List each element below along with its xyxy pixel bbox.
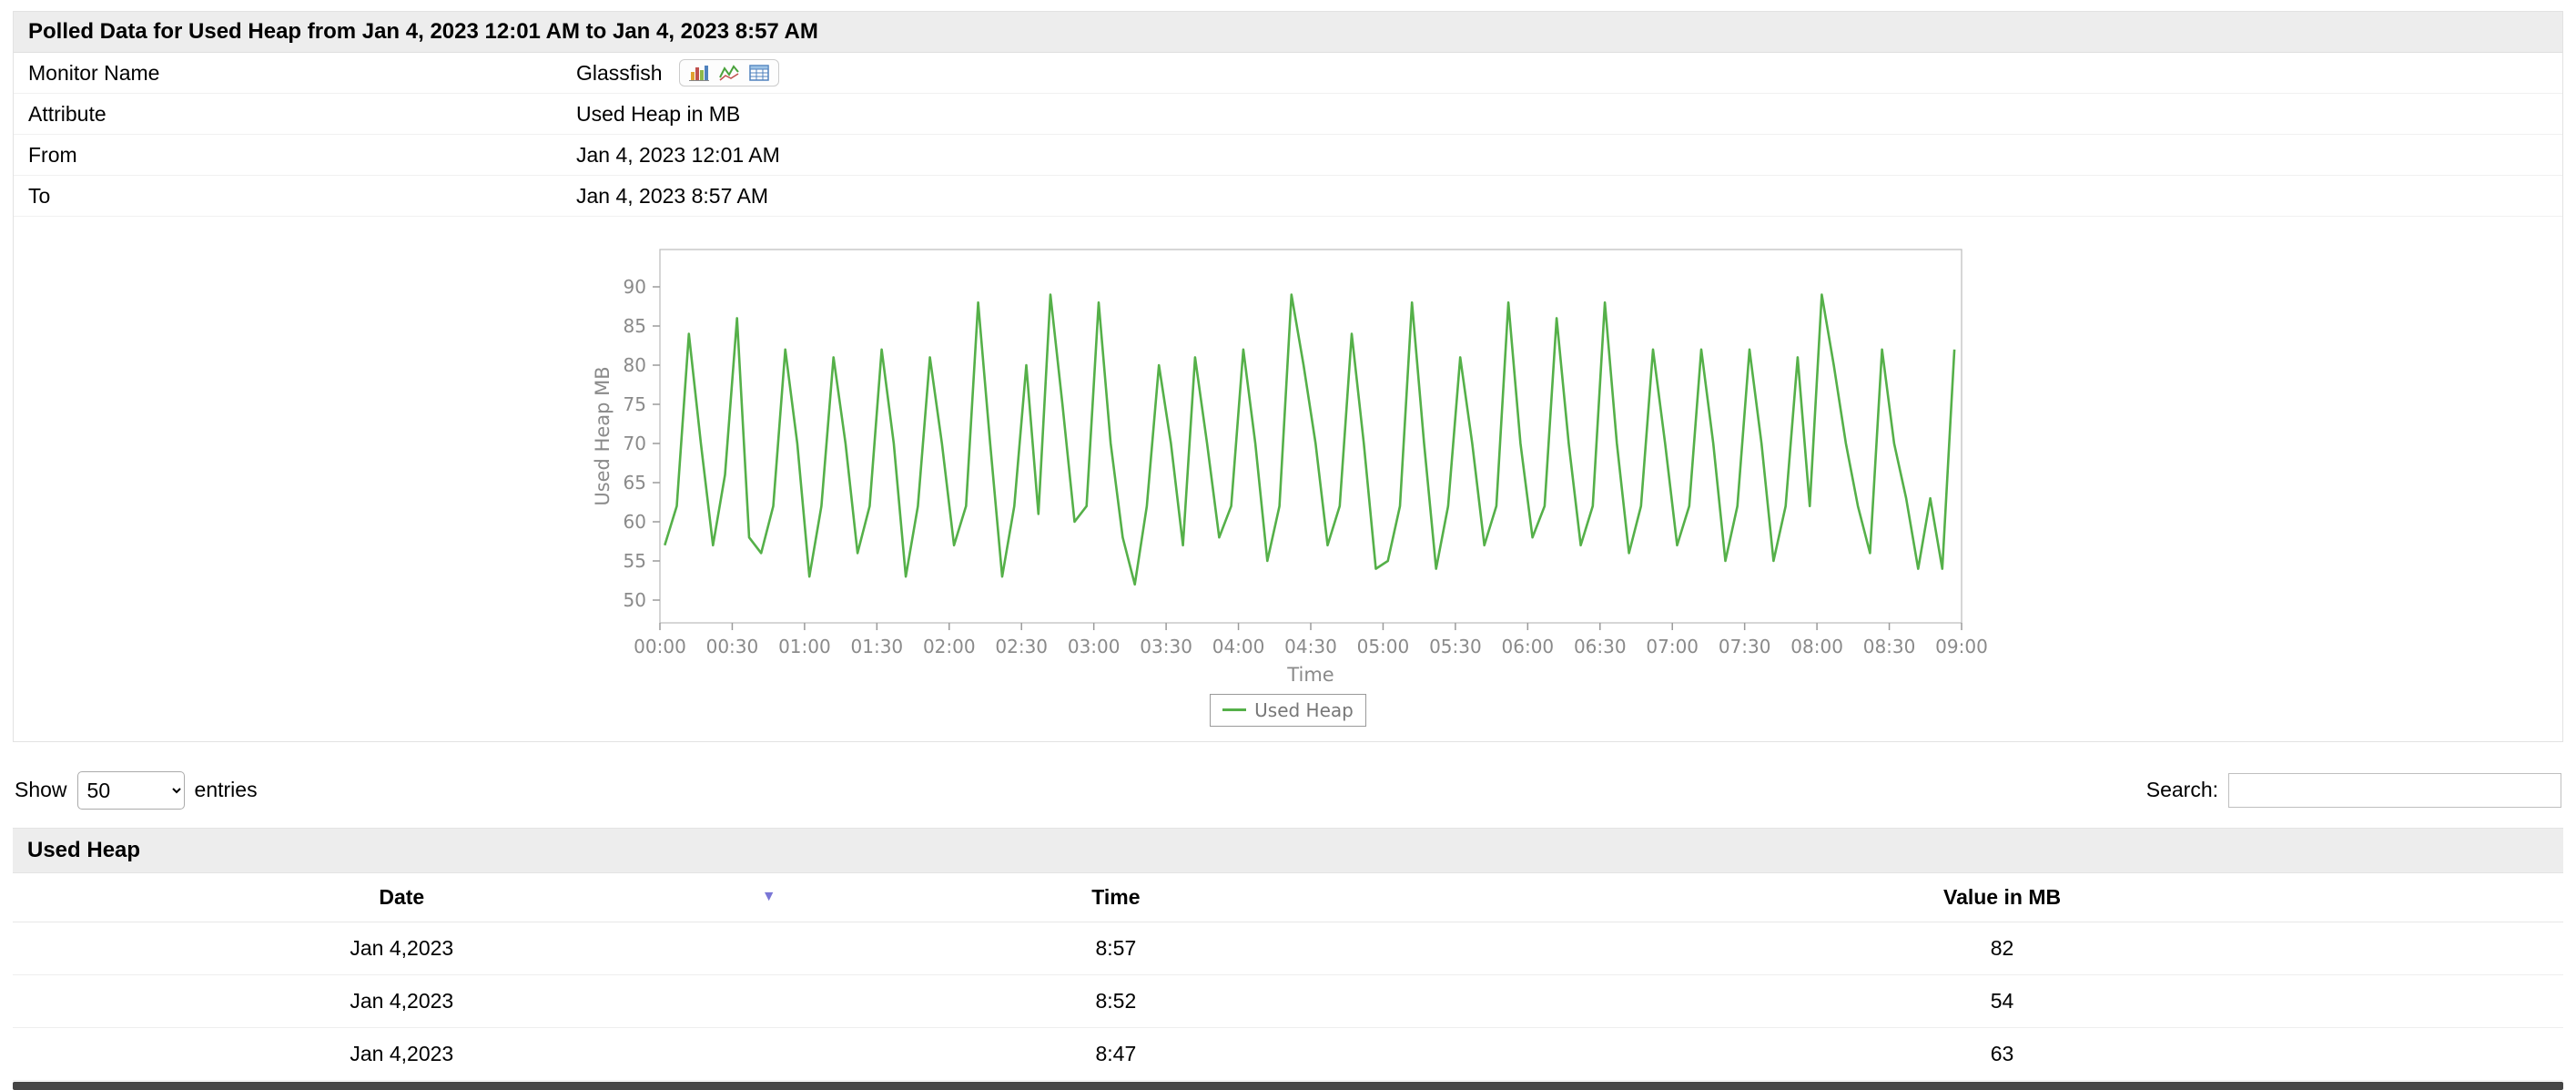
- entries-label: entries: [194, 778, 258, 801]
- column-header-date[interactable]: Date ▼: [13, 872, 791, 922]
- svg-text:Used Heap MB: Used Heap MB: [592, 366, 614, 505]
- svg-text:01:00: 01:00: [778, 636, 831, 657]
- column-header-label: Date: [379, 884, 425, 909]
- svg-text:Time: Time: [1286, 664, 1334, 686]
- svg-text:01:30: 01:30: [851, 636, 904, 657]
- svg-text:03:30: 03:30: [1140, 636, 1192, 657]
- table-cell: Jan 4,2023: [13, 1027, 791, 1081]
- table-row: Jan 4,2023 8:47 63: [13, 1027, 2563, 1081]
- svg-text:09:00: 09:00: [1935, 636, 1988, 657]
- table-cell: 54: [1441, 974, 2563, 1028]
- info-row-from: From Jan 4, 2023 12:01 AM: [14, 135, 2562, 176]
- show-label: Show: [15, 778, 67, 801]
- svg-text:03:00: 03:00: [1068, 636, 1121, 657]
- svg-text:07:00: 07:00: [1646, 636, 1699, 657]
- chart-legend-row: Used Heap: [14, 692, 2562, 727]
- svg-text:00:00: 00:00: [634, 636, 686, 657]
- attribute-value: Used Heap in MB: [576, 101, 741, 126]
- entries-select[interactable]: 50: [76, 770, 185, 810]
- search-label: Search:: [2145, 778, 2218, 801]
- svg-text:80: 80: [624, 354, 646, 376]
- bar-chart-icon[interactable]: [688, 63, 710, 83]
- search-group: Search:: [2145, 772, 2561, 808]
- chart-legend: Used Heap: [1210, 693, 1366, 727]
- column-header-value[interactable]: Value in MB: [1441, 872, 2563, 922]
- svg-text:06:00: 06:00: [1502, 636, 1555, 657]
- table-controls: Show 50 entries Search:: [15, 770, 2561, 810]
- info-label: Monitor Name: [28, 60, 160, 85]
- legend-line-icon: [1222, 708, 1247, 711]
- svg-text:90: 90: [624, 276, 646, 298]
- svg-text:06:30: 06:30: [1574, 636, 1627, 657]
- svg-text:04:00: 04:00: [1212, 636, 1265, 657]
- column-header-label: Time: [1091, 884, 1141, 909]
- dark-bottom-bar: [13, 1081, 2563, 1090]
- info-label: From: [28, 142, 77, 167]
- page-title: Polled Data for Used Heap from Jan 4, 20…: [14, 12, 2562, 53]
- table-cell: 8:57: [790, 922, 1442, 975]
- monitor-name-value: Glassfish: [576, 60, 663, 85]
- sort-desc-icon: ▼: [761, 889, 776, 904]
- svg-text:08:30: 08:30: [1863, 636, 1916, 657]
- show-entries-group: Show 50 entries: [15, 770, 258, 810]
- svg-text:55: 55: [624, 550, 646, 572]
- search-input[interactable]: [2228, 772, 2561, 808]
- monitor-report-icons: [678, 59, 779, 87]
- table-row: Jan 4,2023 8:52 54: [13, 974, 2563, 1028]
- table-cell: 8:52: [790, 974, 1442, 1028]
- svg-text:70: 70: [624, 433, 646, 454]
- used-heap-series: [664, 293, 1956, 586]
- svg-text:05:00: 05:00: [1357, 636, 1410, 657]
- polled-data-panel: Polled Data for Used Heap from Jan 4, 20…: [13, 11, 2563, 742]
- svg-text:65: 65: [624, 472, 646, 494]
- table-cell: 8:47: [790, 1027, 1442, 1081]
- svg-text:02:30: 02:30: [995, 636, 1048, 657]
- table-cell: Jan 4,2023: [13, 974, 791, 1028]
- table-cell: Jan 4,2023: [13, 922, 791, 975]
- page: Polled Data for Used Heap from Jan 4, 20…: [13, 11, 2563, 1090]
- info-row-attribute: Attribute Used Heap in MB: [14, 94, 2562, 135]
- svg-text:60: 60: [624, 511, 646, 533]
- svg-text:05:30: 05:30: [1429, 636, 1482, 657]
- used-heap-line-chart: 50 55 60 65 70 75 80 85 90 00:00 00:30 01:00 01:30 02…: [592, 249, 1988, 686]
- column-header-label: Value in MB: [1943, 884, 2062, 909]
- svg-text:02:00: 02:00: [923, 636, 976, 657]
- table-cell: 63: [1441, 1027, 2563, 1081]
- info-label: To: [28, 183, 51, 208]
- used-heap-table: Date ▼ Time Value in MB Jan 4,2023 8:57 82…: [13, 872, 2563, 1081]
- table-section-title: Used Heap: [13, 827, 2563, 873]
- table-row: Jan 4,2023 8:57 82: [13, 922, 2563, 975]
- svg-text:08:00: 08:00: [1790, 636, 1843, 657]
- table-icon[interactable]: [748, 63, 770, 83]
- svg-text:04:30: 04:30: [1284, 636, 1337, 657]
- to-value: Jan 4, 2023 8:57 AM: [576, 183, 768, 208]
- info-row-to: To Jan 4, 2023 8:57 AM: [14, 176, 2562, 217]
- info-value: Glassfish: [576, 59, 2562, 87]
- table-cell: 82: [1441, 922, 2563, 975]
- line-chart-icon[interactable]: [718, 63, 740, 83]
- info-row-monitor-name: Monitor Name Glassfish: [14, 53, 2562, 94]
- svg-text:00:30: 00:30: [706, 636, 759, 657]
- info-label: Attribute: [28, 101, 106, 126]
- svg-text:85: 85: [624, 315, 646, 337]
- svg-text:50: 50: [624, 589, 646, 611]
- legend-label: Used Heap: [1254, 698, 1354, 721]
- table-header-row: Date ▼ Time Value in MB: [13, 872, 2563, 922]
- data-table-body: Jan 4,2023 8:57 82 Jan 4,2023 8:52 54 Jan 4,20…: [13, 922, 2563, 1081]
- svg-text:07:30: 07:30: [1719, 636, 1771, 657]
- chart-area: 50 55 60 65 70 75 80 85 90 00:00 00:30 01:00 01:30 02…: [14, 217, 2562, 741]
- from-value: Jan 4, 2023 12:01 AM: [576, 142, 780, 167]
- column-header-time[interactable]: Time: [790, 872, 1442, 922]
- svg-text:75: 75: [624, 393, 646, 415]
